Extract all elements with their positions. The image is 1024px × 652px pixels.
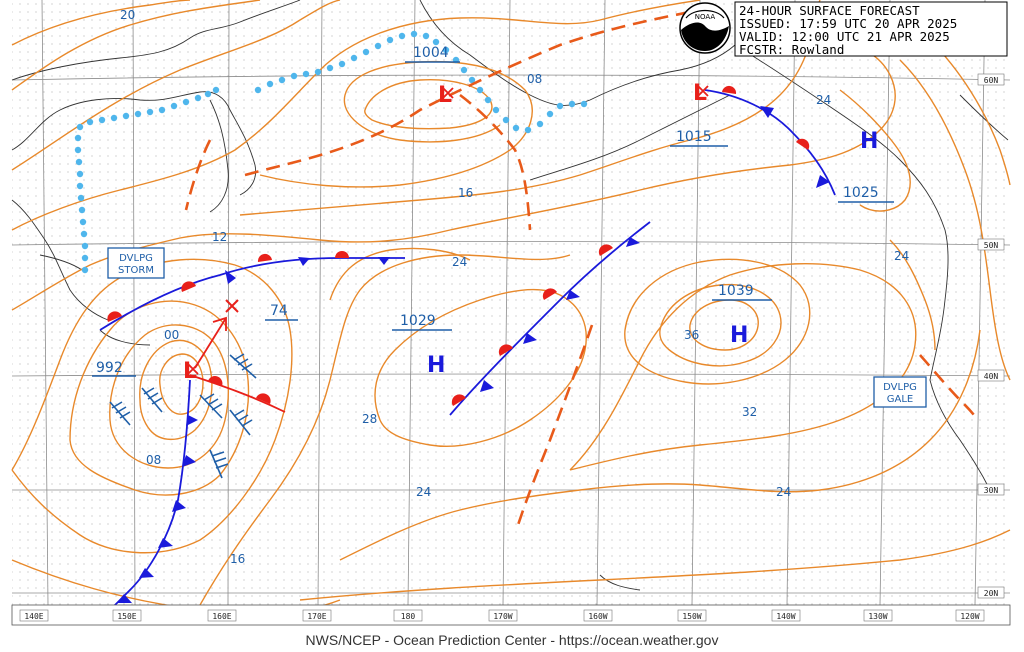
warning-line2: STORM [118, 265, 154, 276]
header-forecaster: FCSTR: Rowland [739, 42, 844, 57]
latitude-label: 20N [984, 589, 999, 598]
isobar-label: 28 [362, 412, 377, 426]
latitude-axis: 60N 50N 40N 30N 20N [977, 73, 1005, 599]
longitude-label: 130W [868, 612, 887, 621]
pressure-centers: L 992 L 1004 L 1015 H 1025 H 1029 [92, 45, 894, 384]
longitude-label-box [302, 609, 332, 622]
longitude-label: 150E [117, 612, 136, 621]
isobar-label: 08 [146, 453, 161, 467]
header-issued: ISSUED: 17:59 UTC 20 APR 2025 [739, 16, 957, 31]
latitude-label-box [977, 483, 1005, 496]
longitude-label-box [488, 609, 518, 622]
footer-credit: NWS/NCEP - Ocean Prediction Center - htt… [305, 632, 719, 648]
warm-front-mid-pacific [451, 244, 613, 406]
longitude-label-box [393, 609, 423, 622]
coastlines [11, 0, 1009, 591]
isobar-label: 20 [120, 8, 135, 22]
isobar-label: 00 [164, 328, 179, 342]
longitude-axis: 140E 150E 160E 170E 180 170W 160W 150W 140W 130W 1… [11, 604, 1011, 626]
longitude-label-box [677, 609, 707, 622]
warning-dvlpg-gale: DVLPG GALE [873, 376, 927, 408]
ice-edge [74, 30, 588, 274]
isobar-label: 16 [458, 186, 473, 200]
warning-line1: DVLPG [119, 253, 153, 264]
new-low-74-symbol: 74 [265, 303, 298, 321]
isobar-label: 24 [776, 485, 791, 499]
troughs [184, 10, 980, 526]
longitude-label: 160E [212, 612, 231, 621]
longitude-label-box [112, 609, 142, 622]
longitude-label: 120W [960, 612, 979, 621]
noaa-logo-text: NOAA [695, 13, 716, 21]
cold-front-alaska [704, 89, 836, 196]
high-1025-value: 1025 [843, 185, 879, 201]
isobar-label: 24 [894, 249, 909, 263]
longitude-label: 140E [24, 612, 43, 621]
latitude-label: 50N [984, 241, 999, 250]
low-track-arrow [194, 299, 239, 369]
low-1015-value: 1015 [676, 129, 712, 145]
longitude-label-box [207, 609, 237, 622]
isobar-label: 32 [742, 405, 757, 419]
low-1004-symbol: L 1004 [405, 45, 460, 108]
latitude-label-box [977, 586, 1005, 599]
longitude-label: 180 [401, 612, 416, 621]
warm-front-kamchatka [107, 251, 349, 413]
cold-front-mid-pacific [449, 221, 651, 416]
svg-text:H: H [427, 353, 445, 378]
high-1039-symbol: H 1039 [712, 283, 772, 348]
isobar-label: 12 [212, 230, 227, 244]
latitude-label: 40N [984, 372, 999, 381]
isobar-label: 36 [684, 328, 699, 342]
warning-line2: GALE [887, 394, 913, 405]
longitude-label: 140W [776, 612, 795, 621]
isobar-label: 24 [816, 93, 831, 107]
latitude-label: 60N [984, 76, 999, 85]
longitude-label: 150W [682, 612, 701, 621]
longitude-label-box [19, 609, 49, 622]
low-992-symbol: L 992 [92, 359, 199, 384]
header-valid: VALID: 12:00 UTC 21 APR 2025 [739, 29, 950, 44]
longitude-label-box [771, 609, 801, 622]
latitude-label-box [977, 369, 1005, 382]
noaa-logo: NOAA [679, 2, 731, 54]
longitude-label: 160W [588, 612, 607, 621]
cold-front-kamchatka [99, 274, 221, 616]
isobar-label: 16 [230, 552, 245, 566]
high-1025-symbol: H 1025 [838, 129, 894, 203]
svg-text:H: H [860, 129, 878, 154]
isobar-label: 24 [452, 255, 467, 269]
cold-front-north-branch [219, 257, 405, 284]
high-1029-symbol: H 1029 [392, 313, 452, 378]
warm-front-alaska [722, 85, 810, 150]
low-1015-symbol: L 1015 [670, 81, 728, 147]
longitude-label-box [583, 609, 613, 622]
forecast-header: 24-HOUR SURFACE FORECAST ISSUED: 17:59 U… [734, 1, 1008, 57]
latitude-label-box [977, 238, 1005, 251]
svg-text:H: H [730, 323, 748, 348]
low-1004-value: 1004 [413, 45, 449, 61]
warning-line1: DVLPG [883, 382, 917, 393]
longitude-label-box [863, 609, 893, 622]
wind-barbs [109, 353, 257, 479]
warning-dvlpg-storm: DVLPG STORM [107, 247, 165, 279]
high-1029-value: 1029 [400, 313, 436, 329]
latitude-label-box [977, 73, 1005, 86]
isobar-labels: 20 12 16 24 08 00 08 16 24 28 24 36 32 2… [120, 8, 909, 566]
new-low-74-value: 74 [270, 303, 288, 319]
lat-lon-dot-grid [12, 0, 1010, 605]
latitude-label: 30N [984, 486, 999, 495]
longitude-label: 170E [307, 612, 326, 621]
isobar-label: 24 [416, 485, 431, 499]
longitude-label: 170W [493, 612, 512, 621]
longitude-label-box [955, 609, 985, 622]
header-title: 24-HOUR SURFACE FORECAST [739, 3, 920, 18]
low-992-value: 992 [96, 360, 123, 376]
isobar-label: 08 [527, 72, 542, 86]
high-1039-value: 1039 [718, 283, 754, 299]
